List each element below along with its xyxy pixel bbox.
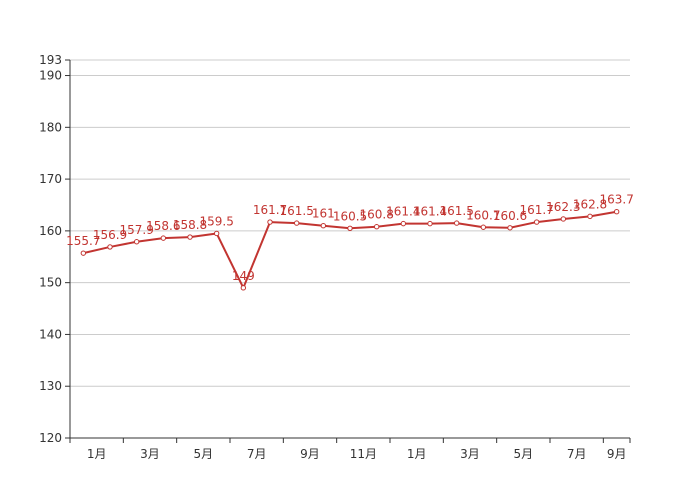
data-point (240, 285, 247, 291)
data-label: 162.3 (546, 200, 580, 214)
data-label: 157.9 (119, 223, 153, 237)
data-point (267, 219, 273, 225)
data-point (320, 222, 327, 229)
grid-lines (70, 59, 630, 387)
data-point (187, 234, 193, 240)
x-tick-label: 3月 (460, 447, 480, 461)
y-tick-label: 160 (39, 224, 62, 238)
x-tick-label: 9月 (607, 447, 627, 461)
data-point (453, 220, 460, 226)
data-label: 161.5 (279, 204, 313, 218)
y-axis: 120 130 140 150 160 170 180 190 193 (39, 53, 71, 445)
data-label: 155.7 (66, 234, 100, 248)
data-point (373, 224, 380, 230)
x-tick-label: 9月 (300, 447, 320, 461)
y-tick-label: 140 (39, 327, 62, 341)
data-label: 158.6 (146, 219, 180, 233)
data-label: 160.7 (466, 208, 500, 222)
data-label: 163.7 (599, 193, 633, 207)
x-tick-label: 7月 (567, 447, 587, 461)
data-point (587, 213, 593, 220)
x-tick-label: 7月 (247, 447, 267, 461)
data-point (427, 220, 433, 227)
data-label: 161 (312, 207, 335, 221)
y-tick-label: 170 (39, 172, 62, 186)
data-point (133, 239, 140, 245)
data-label: 160.5 (333, 209, 367, 223)
y-tick-label: 130 (39, 379, 62, 393)
data-label: 158.8 (173, 218, 207, 232)
data-labels: 155.7156.9157.9158.6158.8159.5149161.716… (66, 193, 634, 283)
data-label: 161.4 (386, 205, 420, 219)
data-label: 162.8 (573, 197, 607, 211)
data-label: 161.4 (413, 205, 447, 219)
x-tick-label: 5月 (194, 447, 214, 461)
data-point (347, 225, 353, 231)
data-label: 156.9 (93, 228, 127, 242)
data-label: 161.7 (253, 203, 287, 217)
data-label: 160.6 (493, 209, 527, 223)
data-point (107, 244, 113, 250)
data-point (613, 209, 620, 215)
y-tick-label: 190 (39, 69, 62, 83)
x-tick-label: 5月 (514, 447, 534, 461)
y-tick-label: 120 (39, 431, 62, 445)
x-tick-label: 11月 (350, 447, 377, 461)
y-tick-label: 180 (39, 120, 62, 134)
data-point (293, 220, 300, 226)
data-point (560, 216, 567, 222)
data-point (400, 220, 407, 227)
data-label: 149 (232, 269, 255, 283)
data-label: 161.5 (439, 204, 473, 218)
x-tick-label: 1月 (87, 447, 107, 461)
data-point (507, 225, 513, 231)
data-label: 160.8 (359, 208, 393, 222)
data-point (533, 219, 540, 225)
y-tick-label: 193 (39, 53, 62, 67)
x-axis: 1月 3月 5月 7月 9月 11月 1月 3月 5月 7月 9月 (69, 437, 631, 461)
series-layer (80, 209, 620, 291)
x-tick-label: 3月 (140, 447, 160, 461)
x-tick-label: 1月 (407, 447, 427, 461)
data-point (480, 224, 487, 230)
data-point (213, 230, 220, 237)
data-point (80, 250, 87, 256)
data-label: 159.5 (199, 214, 233, 228)
data-label: 161.7 (519, 203, 553, 217)
y-tick-label: 150 (39, 276, 62, 290)
data-point (160, 235, 167, 241)
